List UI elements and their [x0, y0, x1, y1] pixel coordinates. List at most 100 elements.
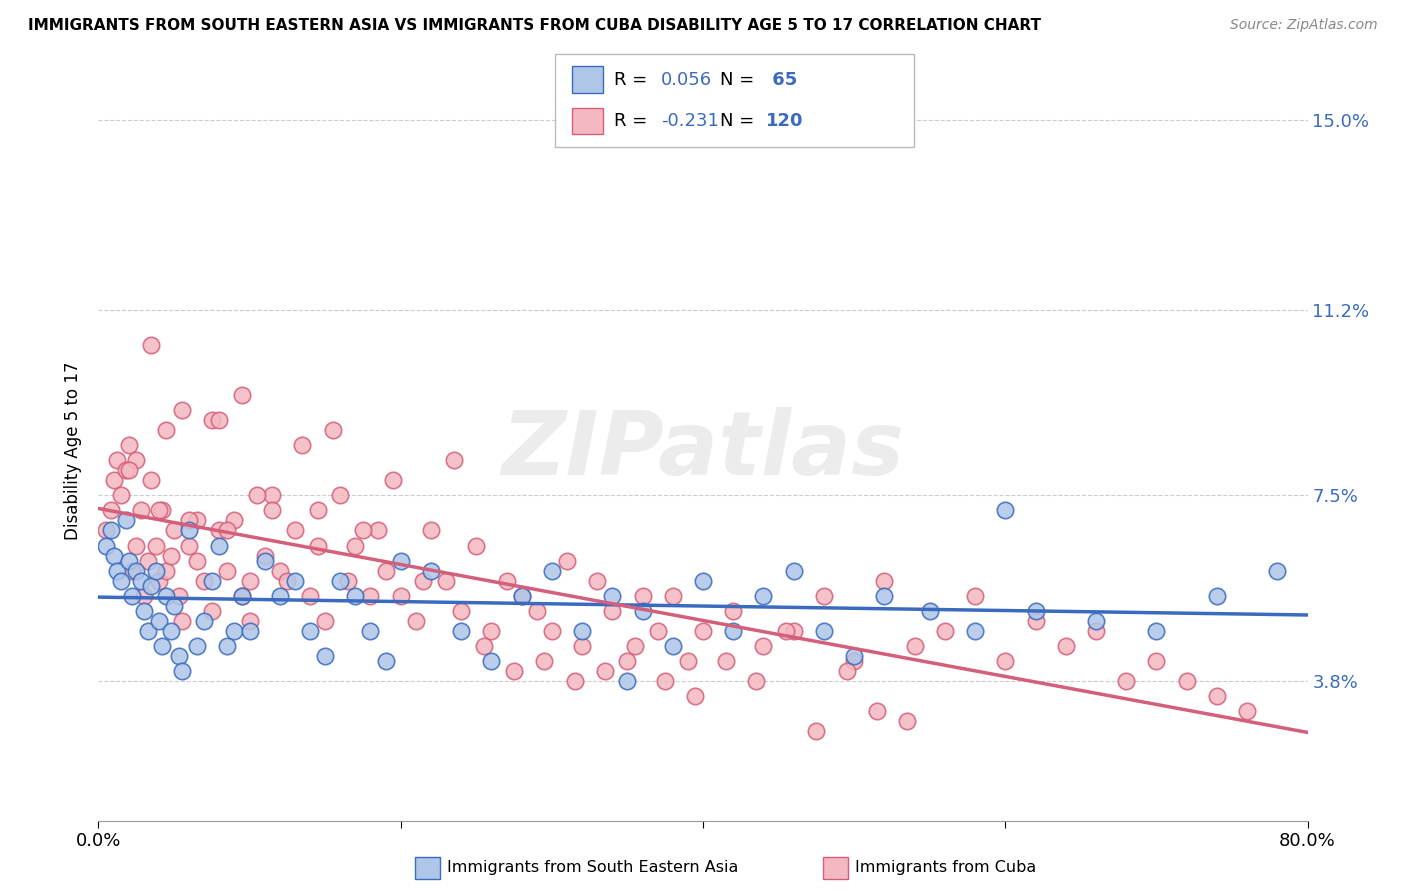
Point — [481, 654, 503, 668]
Point — [103, 549, 125, 563]
Point — [602, 603, 624, 617]
Point — [367, 524, 389, 538]
Point — [873, 589, 896, 603]
Point — [1085, 614, 1108, 628]
Point — [145, 564, 167, 578]
Point — [150, 639, 173, 653]
Point — [1175, 673, 1198, 688]
Point — [201, 603, 224, 617]
Point — [685, 689, 707, 703]
Point — [201, 574, 224, 588]
Point — [155, 564, 177, 578]
Point — [193, 574, 215, 588]
Point — [1115, 673, 1137, 688]
Point — [752, 589, 775, 603]
Point — [616, 654, 638, 668]
Point — [179, 524, 201, 538]
Point — [692, 574, 714, 588]
Point — [186, 514, 208, 528]
Point — [631, 603, 654, 617]
Point — [533, 654, 555, 668]
Text: Source: ZipAtlas.com: Source: ZipAtlas.com — [1230, 18, 1378, 32]
Point — [262, 488, 284, 502]
Point — [329, 574, 352, 588]
Point — [276, 574, 298, 588]
Point — [215, 639, 238, 653]
Point — [239, 614, 262, 628]
Point — [844, 654, 866, 668]
Point — [714, 654, 737, 668]
Point — [602, 589, 624, 603]
Point — [167, 648, 190, 663]
Point — [121, 564, 143, 578]
Point — [170, 664, 193, 678]
Point — [1206, 689, 1229, 703]
Point — [472, 639, 495, 653]
Point — [783, 564, 806, 578]
Point — [873, 574, 896, 588]
Point — [382, 474, 405, 488]
Point — [586, 574, 609, 588]
Point — [813, 624, 835, 638]
Point — [307, 503, 329, 517]
Point — [170, 614, 193, 628]
Point — [208, 524, 231, 538]
Point — [145, 539, 167, 553]
Point — [136, 624, 159, 638]
Point — [253, 549, 276, 563]
Point — [262, 503, 284, 517]
Point — [141, 474, 163, 488]
Point — [100, 503, 122, 517]
Point — [136, 553, 159, 567]
Text: 0.056: 0.056 — [661, 70, 711, 88]
Text: -0.231: -0.231 — [661, 112, 718, 130]
Point — [654, 673, 676, 688]
Point — [299, 624, 322, 638]
Point — [450, 603, 472, 617]
Point — [215, 564, 238, 578]
Point — [110, 488, 132, 502]
Point — [231, 589, 253, 603]
Point — [344, 589, 367, 603]
Point — [269, 564, 291, 578]
Point — [215, 524, 238, 538]
Point — [239, 574, 262, 588]
Point — [412, 574, 434, 588]
Point — [624, 639, 647, 653]
Point — [692, 624, 714, 638]
Point — [965, 589, 987, 603]
Point — [193, 614, 215, 628]
Y-axis label: Disability Age 5 to 17: Disability Age 5 to 17 — [65, 361, 83, 540]
Point — [647, 624, 669, 638]
Point — [246, 488, 269, 502]
Point — [616, 673, 638, 688]
Point — [291, 438, 314, 452]
Point — [571, 639, 593, 653]
Point — [284, 524, 307, 538]
Point — [844, 648, 866, 663]
Point — [129, 503, 152, 517]
Point — [1206, 589, 1229, 603]
Text: N =: N = — [720, 70, 759, 88]
Text: IMMIGRANTS FROM SOUTH EASTERN ASIA VS IMMIGRANTS FROM CUBA DISABILITY AGE 5 TO 1: IMMIGRANTS FROM SOUTH EASTERN ASIA VS IM… — [28, 18, 1040, 33]
Point — [170, 403, 193, 417]
Point — [160, 624, 183, 638]
Point — [555, 553, 578, 567]
Point — [163, 599, 186, 613]
Point — [593, 664, 616, 678]
Text: 65: 65 — [766, 70, 797, 88]
Point — [360, 589, 382, 603]
Point — [314, 614, 336, 628]
Point — [420, 564, 443, 578]
Text: ZIPatlas: ZIPatlas — [502, 407, 904, 494]
Point — [495, 574, 517, 588]
Point — [1054, 639, 1077, 653]
Point — [503, 664, 526, 678]
Point — [723, 603, 745, 617]
Point — [155, 424, 177, 438]
Point — [329, 488, 352, 502]
Point — [224, 514, 246, 528]
Point — [125, 453, 148, 467]
Point — [114, 463, 136, 477]
Point — [336, 574, 359, 588]
